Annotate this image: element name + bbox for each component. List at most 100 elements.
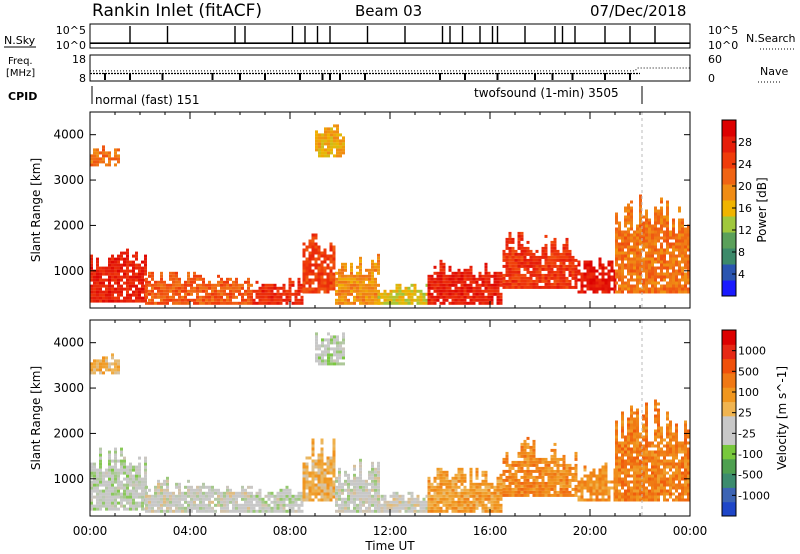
heatmap-cell [651,269,654,273]
heatmap-cell [329,242,333,246]
heatmap-cell [466,491,470,495]
heatmap-cell [478,277,482,281]
heatmap-cell [618,272,621,276]
heatmap-cell [439,500,443,504]
heatmap-cell [327,148,330,152]
heatmap-cell [669,453,672,457]
heatmap-cell [344,286,347,290]
heatmap-cell [541,472,545,476]
heatmap-cell [583,480,587,484]
heatmap-cell [651,242,654,246]
heatmap-cell [148,497,151,501]
heatmap-cell [151,506,154,510]
heatmap-cell [544,285,548,289]
heatmap-cell [163,494,166,498]
heatmap-cell [141,492,144,496]
heatmap-cell [320,465,324,469]
heatmap-cell [684,441,687,445]
heatmap-cell [90,474,93,478]
heatmap-cell [395,494,399,498]
heatmap-cell [247,485,250,489]
heatmap-cell [630,209,633,213]
heatmap-cell [681,447,684,451]
heatmap-cell [627,233,630,237]
heatmap-cell [657,402,660,406]
heatmap-cell [535,270,539,274]
heatmap-cell [111,474,114,478]
heatmap-cell [108,486,111,490]
heatmap-cell [108,287,111,291]
heatmap-cell [642,242,645,246]
heatmap-cell [138,501,141,505]
heatmap-cell [642,480,645,484]
heatmap-cell [684,245,687,249]
heatmap-cell [250,500,253,504]
heatmap-cell [193,289,196,293]
heatmap-cell [630,438,633,442]
heatmap-cell [648,290,651,294]
heatmap-cell [273,509,277,513]
heatmap-cell [532,264,536,268]
heatmap-cell [484,286,488,290]
heatmap-cell [604,477,608,481]
heatmap-cell [684,498,687,502]
heatmap-cell [648,456,651,460]
heatmap-cell [645,456,648,460]
heatmap-cell [102,492,105,496]
heatmap-cell [96,154,99,158]
heatmap-cell [451,277,455,281]
heatmap-cell [326,498,330,502]
heatmap-cell [389,506,393,510]
heatmap-cell [365,283,368,287]
heatmap-cell [433,500,437,504]
heatmap-cell [487,274,491,278]
heatmap-cell [601,486,605,490]
heatmap-cell [660,227,663,231]
heatmap-cell [550,252,554,256]
heatmap-cell [318,148,321,152]
heatmap-cell [642,266,645,270]
heatmap-cell [359,301,362,305]
heatmap-cell [639,242,642,246]
heatmap-cell [648,257,651,261]
heatmap-cell [154,494,157,498]
heatmap-cell [636,432,639,436]
heatmap-cell [466,271,470,275]
heatmap-cell [669,465,672,469]
heatmap-cell [427,491,431,495]
heatmap-cell [433,509,437,513]
heatmap-cell [138,456,141,460]
heatmap-cell [469,491,473,495]
heatmap-cell [517,240,521,244]
heatmap-cell [166,488,169,492]
heatmap-cell [678,459,681,463]
heatmap-cell [636,411,639,415]
heatmap-cell [586,266,590,270]
heatmap-cell [496,497,500,501]
heatmap-cell [332,483,336,487]
heatmap-cell [672,284,675,288]
heatmap-cell [320,456,324,460]
heatmap-cell [93,275,96,279]
heatmap-cell [329,245,333,249]
heatmap-cell [327,139,330,143]
heatmap-cell [544,487,548,491]
heatmap-cell [439,268,443,272]
heatmap-cell [126,287,129,291]
heatmap-cell [657,423,660,427]
heatmap-cell [276,509,280,513]
heatmap-cell [90,296,93,300]
heatmap-cell [478,494,482,498]
heatmap-cell [595,489,599,493]
heatmap-cell [362,286,365,290]
heatmap-cell [660,230,663,234]
heatmap-cell [270,283,274,287]
heatmap-cell [135,296,138,300]
heatmap-cell [529,472,533,476]
heatmap-cell [526,460,530,464]
heatmap-cell [454,509,458,513]
heatmap-cell [678,444,681,448]
heatmap-cell [241,298,244,302]
heatmap-cell [648,263,651,267]
heatmap-cell [208,298,211,302]
